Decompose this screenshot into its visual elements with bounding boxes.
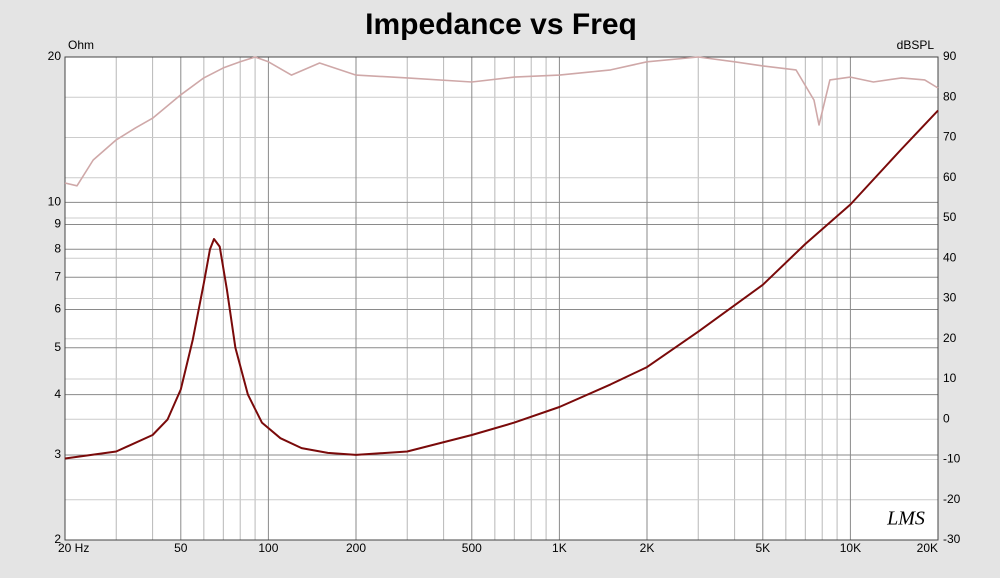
y2-axis-label: dBSPL [897, 38, 935, 52]
y2-tick-label: -20 [943, 492, 961, 506]
x-tick-label: 20 Hz [58, 541, 89, 555]
y-tick-label: 9 [54, 217, 61, 231]
x-tick-label: 10K [840, 541, 861, 555]
x-tick-label: 50 [174, 541, 188, 555]
y-tick-label: 2 [54, 532, 61, 546]
y2-tick-label: -10 [943, 452, 961, 466]
series-line [64, 109, 939, 460]
y2-tick-label: 90 [943, 49, 957, 63]
x-tick-label: 5K [755, 541, 770, 555]
y-axis-label: Ohm [68, 38, 94, 52]
chart-title: Impedance vs Freq [365, 8, 637, 41]
watermark: LMS [886, 508, 925, 530]
y-tick-label: 3 [54, 447, 61, 461]
x-tick-label: 500 [462, 541, 482, 555]
y2-tick-label: -30 [943, 532, 961, 546]
y2-tick-label: 60 [943, 170, 957, 184]
y2-tick-label: 10 [943, 371, 957, 385]
y-tick-label: 4 [54, 387, 61, 401]
y-tick-label: 10 [48, 195, 62, 209]
y-tick-label: 6 [54, 302, 61, 316]
y2-tick-label: 20 [943, 331, 957, 345]
y-tick-label: 5 [54, 340, 61, 354]
x-tick-label: 20K [917, 541, 938, 555]
y2-tick-label: 70 [943, 130, 957, 144]
y-tick-label: 7 [54, 269, 61, 283]
y-tick-label: 20 [48, 49, 62, 63]
x-tick-label: 100 [258, 541, 278, 555]
x-tick-label: 1K [552, 541, 567, 555]
x-tick-label: 200 [346, 541, 366, 555]
series-line [64, 56, 939, 187]
plot-frame [64, 56, 939, 541]
y-tick-label: 8 [54, 241, 61, 255]
y2-tick-label: 80 [943, 89, 957, 103]
y2-tick-label: 40 [943, 250, 957, 264]
y2-tick-label: 0 [943, 411, 950, 425]
x-tick-label: 2K [640, 541, 655, 555]
y2-tick-label: 30 [943, 291, 957, 305]
y2-tick-label: 50 [943, 210, 957, 224]
